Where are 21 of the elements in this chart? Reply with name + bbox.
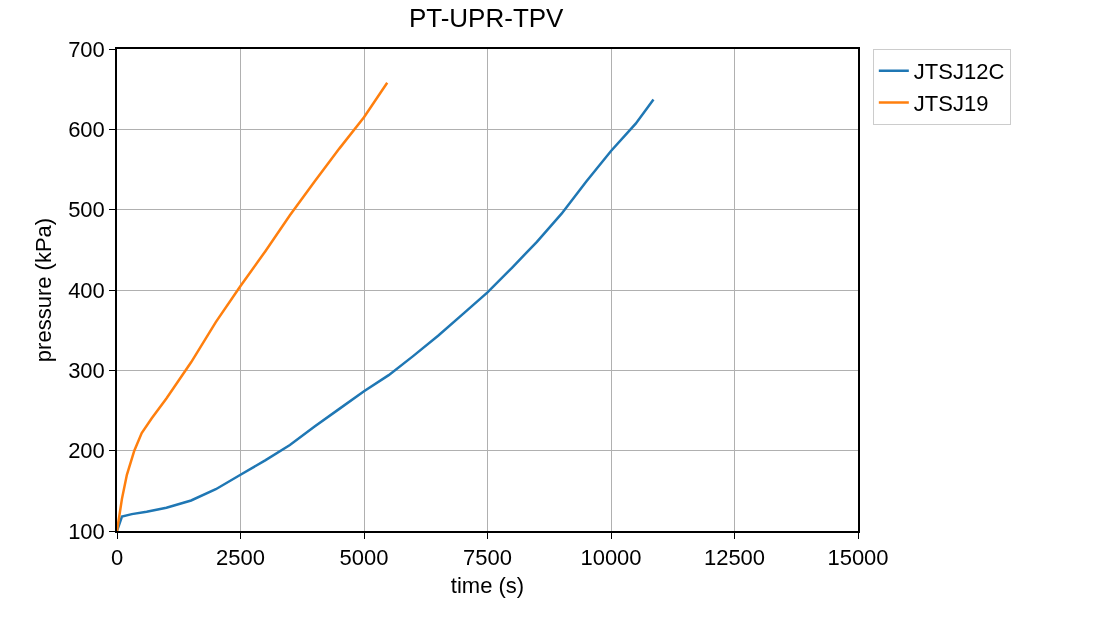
y-axis-title: pressure (kPa) [31,217,57,363]
line-series [117,81,389,531]
x-tick-label: 7500 [463,545,512,571]
y-tick-label: 700 [68,36,105,62]
legend-label: JTSJ12C [913,59,1005,85]
x-tick-label: 0 [110,545,124,571]
x-tick-label: 12500 [703,545,766,571]
y-tick-label: 500 [68,197,105,223]
x-tick-label: 2500 [216,545,265,571]
y-tick-label: 300 [68,358,105,384]
chart-title: PT-UPR-TPV [408,3,565,34]
y-tick-label: 400 [68,277,105,303]
y-tick-label: 200 [68,438,105,464]
legend-label: JTSJ19 [913,90,989,116]
y-tick-label: 600 [68,117,105,143]
line-series [117,98,655,531]
x-tick-label: 10000 [580,545,642,571]
y-tick-label: 100 [68,518,105,544]
x-tick-label: 15000 [827,545,889,571]
x-tick-label: 5000 [339,545,389,571]
x-axis-title: time (s) [450,572,525,598]
